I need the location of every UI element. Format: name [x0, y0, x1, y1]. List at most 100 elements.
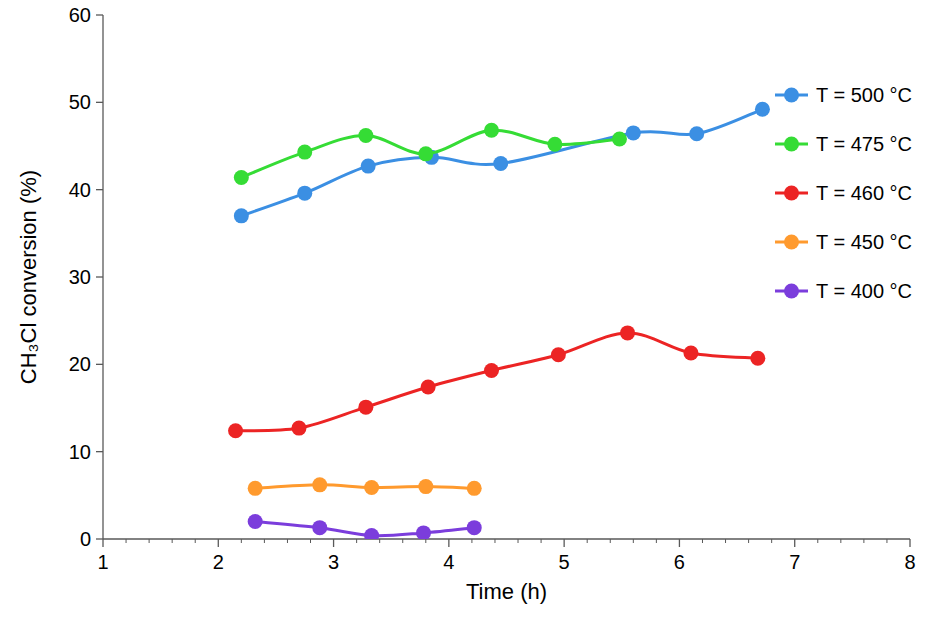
data-point [547, 137, 562, 152]
y-tick-label: 30 [69, 266, 91, 288]
x-minor-tick [886, 539, 887, 543]
chart: 010203040506012345678Time (h)CH₃Cl conve… [0, 0, 949, 626]
data-point [312, 520, 327, 535]
data-point [416, 525, 431, 539]
data-point [467, 520, 482, 535]
data-point [297, 186, 312, 201]
series-line [236, 333, 758, 431]
y-tick [96, 538, 103, 539]
x-minor-tick [817, 539, 818, 543]
y-tick [96, 276, 103, 277]
x-minor-tick [656, 539, 657, 543]
x-tick [218, 539, 219, 547]
y-tick [96, 364, 103, 365]
x-minor-tick [172, 539, 173, 543]
data-point [551, 347, 566, 362]
x-minor-tick [264, 539, 265, 543]
x-minor-tick [471, 539, 472, 543]
y-tick-label: 10 [69, 441, 91, 463]
legend-label: T = 450 °C [816, 231, 912, 253]
legend-label: T = 460 °C [816, 182, 912, 204]
legend-label: T = 500 °C [816, 84, 912, 106]
x-minor-tick [126, 539, 127, 543]
series-line [241, 109, 762, 216]
data-point [361, 159, 376, 174]
x-minor-tick [587, 539, 588, 543]
x-minor-tick [771, 539, 772, 543]
data-point [418, 479, 433, 494]
x-minor-tick [310, 539, 311, 543]
data-point [248, 514, 263, 529]
data-point [755, 102, 770, 117]
x-minor-tick [241, 539, 242, 543]
legend-label: T = 400 °C [816, 280, 912, 302]
x-tick-label: 4 [443, 551, 454, 573]
x-minor-tick [195, 539, 196, 543]
x-minor-tick [287, 539, 288, 543]
x-tick [563, 539, 564, 547]
legend-label: T = 475 °C [816, 133, 912, 155]
x-minor-tick [633, 539, 634, 543]
legend-marker [784, 137, 799, 152]
data-point [234, 170, 249, 185]
data-point [484, 123, 499, 138]
data-point [612, 132, 627, 147]
x-tick-label: 1 [97, 551, 108, 573]
data-point [493, 156, 508, 171]
x-axis-line [103, 538, 910, 539]
x-minor-tick [494, 539, 495, 543]
data-point [297, 145, 312, 160]
y-tick [96, 451, 103, 452]
x-tick [333, 539, 334, 547]
x-minor-tick [356, 539, 357, 543]
x-tick-label: 5 [559, 551, 570, 573]
x-minor-tick [425, 539, 426, 543]
x-minor-tick [702, 539, 703, 543]
data-point [358, 400, 373, 415]
x-minor-tick [379, 539, 380, 543]
y-tick-label: 50 [69, 91, 91, 113]
x-minor-tick [518, 539, 519, 543]
y-tick-label: 20 [69, 353, 91, 375]
data-point [467, 481, 482, 496]
x-tick-label: 8 [904, 551, 915, 573]
y-tick-label: 0 [80, 528, 91, 550]
data-point [228, 423, 243, 438]
data-point [484, 363, 499, 378]
legend-marker [784, 186, 799, 201]
plot-area [228, 102, 770, 539]
y-tick [96, 14, 103, 15]
data-point [683, 345, 698, 360]
x-minor-tick [725, 539, 726, 543]
x-minor-tick [541, 539, 542, 543]
data-point [312, 477, 327, 492]
x-minor-tick [610, 539, 611, 543]
x-tick [448, 539, 449, 547]
x-tick [909, 539, 910, 547]
x-tick [679, 539, 680, 547]
y-tick [96, 102, 103, 103]
data-point [626, 125, 641, 140]
data-point [364, 528, 379, 539]
legend-marker [784, 235, 799, 250]
x-minor-tick [149, 539, 150, 543]
y-tick-label: 60 [69, 4, 91, 26]
legend: T = 500 °C T = 475 °C T = 460 °C T = 450 °C… [775, 84, 912, 302]
data-point [421, 380, 436, 395]
data-point [689, 126, 704, 141]
data-point [364, 480, 379, 495]
series-line [241, 130, 619, 177]
x-minor-tick [748, 539, 749, 543]
x-minor-tick [863, 539, 864, 543]
data-point [248, 481, 263, 496]
x-tick-label: 3 [328, 551, 339, 573]
y-axis-label: CH₃Cl conversion (%) [16, 170, 41, 384]
x-tick [102, 539, 103, 547]
y-tick-label: 40 [69, 179, 91, 201]
data-point [358, 128, 373, 143]
x-tick [794, 539, 795, 547]
data-point [620, 325, 635, 340]
data-point [291, 421, 306, 436]
data-point [750, 351, 765, 366]
data-point [418, 146, 433, 161]
